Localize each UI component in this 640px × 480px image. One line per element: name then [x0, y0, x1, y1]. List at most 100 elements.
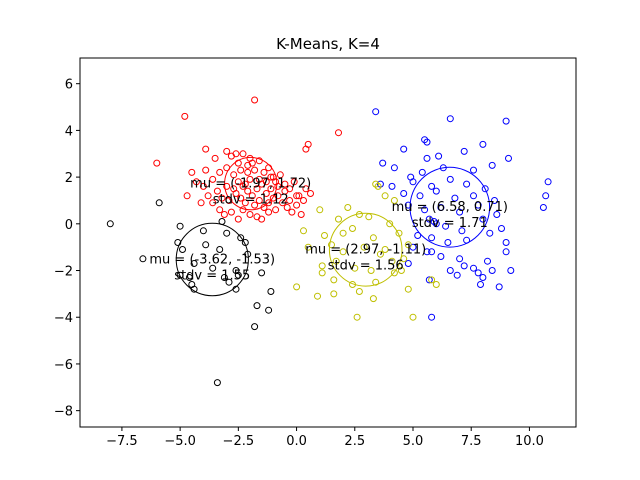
- data-point: [272, 206, 280, 214]
- data-point: [237, 234, 245, 242]
- data-point: [428, 313, 436, 321]
- data-point: [379, 159, 387, 167]
- data-point: [432, 281, 440, 288]
- data-point: [274, 182, 282, 190]
- data-point: [507, 267, 515, 274]
- data-point: [246, 211, 254, 218]
- data-point: [421, 206, 429, 214]
- data-point: [390, 164, 398, 172]
- data-point: [367, 267, 375, 274]
- data-point: [437, 204, 445, 211]
- data-point: [381, 192, 389, 200]
- x-tick-label: 2.5: [344, 434, 365, 449]
- y-tick-label: −6: [54, 358, 73, 373]
- data-point: [418, 168, 426, 176]
- data-point: [369, 234, 377, 242]
- y-tick-label: −2: [54, 265, 73, 280]
- data-point: [281, 187, 289, 195]
- data-point: [192, 178, 200, 186]
- data-point: [190, 260, 198, 267]
- data-point: [425, 276, 433, 284]
- data-point: [376, 180, 384, 188]
- data-point: [404, 241, 412, 249]
- data-point: [428, 248, 436, 256]
- data-point: [381, 246, 389, 253]
- data-point: [230, 171, 238, 179]
- data-point: [153, 159, 161, 167]
- data-point: [349, 225, 356, 232]
- data-point: [488, 267, 496, 274]
- data-point: [404, 285, 412, 293]
- data-point: [458, 227, 466, 235]
- data-point: [209, 264, 217, 272]
- data-point: [470, 264, 477, 272]
- data-point: [248, 159, 256, 167]
- x-tick-label: 5.0: [403, 434, 424, 449]
- data-point: [225, 278, 233, 286]
- x-tick-label: 0.0: [286, 434, 307, 449]
- data-point: [220, 274, 228, 281]
- data-point: [400, 190, 408, 197]
- data-point: [432, 220, 440, 228]
- data-point: [234, 271, 242, 279]
- data-point: [255, 175, 263, 183]
- data-point: [239, 150, 247, 158]
- data-point: [477, 281, 484, 288]
- data-point: [181, 112, 189, 120]
- data-point: [484, 257, 491, 265]
- data-point: [213, 379, 221, 387]
- data-point: [470, 192, 477, 200]
- data-point: [293, 201, 301, 209]
- data-point: [335, 129, 342, 137]
- y-tick-label: −8: [54, 405, 73, 420]
- data-point: [223, 182, 231, 190]
- data-point: [274, 192, 282, 200]
- data-point: [253, 185, 261, 193]
- data-point: [318, 262, 326, 270]
- data-point: [502, 248, 510, 256]
- data-point: [237, 194, 245, 202]
- data-point: [244, 168, 252, 176]
- data-point: [388, 182, 396, 190]
- x-tick-label: −2.5: [223, 434, 255, 449]
- cluster-mu-label: mu = (2.97, -1.11): [305, 243, 426, 258]
- data-point: [241, 180, 249, 188]
- data-point: [474, 201, 482, 209]
- cluster-stdv-label: stdv = 1.12: [213, 193, 289, 208]
- data-point: [479, 140, 487, 148]
- data-point: [470, 166, 477, 174]
- data-point: [209, 175, 217, 183]
- data-point: [456, 208, 464, 216]
- data-point: [234, 215, 242, 223]
- data-point: [197, 199, 205, 207]
- data-point: [290, 178, 298, 186]
- data-point: [491, 197, 498, 204]
- data-point: [498, 225, 505, 232]
- y-tick-label: 6: [65, 78, 73, 93]
- data-point: [234, 178, 242, 186]
- data-point: [479, 274, 487, 281]
- data-point: [376, 250, 384, 258]
- data-point: [185, 274, 193, 281]
- data-point: [355, 288, 363, 295]
- data-point: [227, 208, 235, 216]
- cluster-4: [106, 199, 275, 387]
- data-point: [493, 211, 501, 218]
- data-point: [332, 257, 340, 265]
- chart-title: K-Means, K=4: [276, 35, 380, 53]
- data-point: [300, 227, 307, 235]
- y-tick-label: 0: [65, 218, 73, 233]
- data-point: [479, 215, 487, 223]
- data-point: [251, 323, 259, 331]
- data-point: [335, 215, 342, 223]
- data-point: [267, 185, 275, 193]
- cluster-mu-label: mu = (-3.62, -1.53): [149, 253, 275, 268]
- plot-frame: [79, 57, 577, 428]
- data-point: [267, 173, 275, 181]
- data-point: [265, 199, 273, 207]
- data-point: [390, 269, 398, 277]
- data-point: [232, 150, 240, 158]
- data-point: [223, 147, 231, 155]
- data-point: [216, 168, 224, 176]
